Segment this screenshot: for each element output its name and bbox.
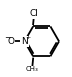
Text: Cl: Cl bbox=[29, 9, 38, 18]
Text: O: O bbox=[7, 37, 14, 46]
Text: −: − bbox=[4, 33, 10, 42]
Text: N: N bbox=[21, 37, 28, 46]
Text: +: + bbox=[25, 35, 31, 40]
Text: CH₃: CH₃ bbox=[26, 66, 39, 72]
